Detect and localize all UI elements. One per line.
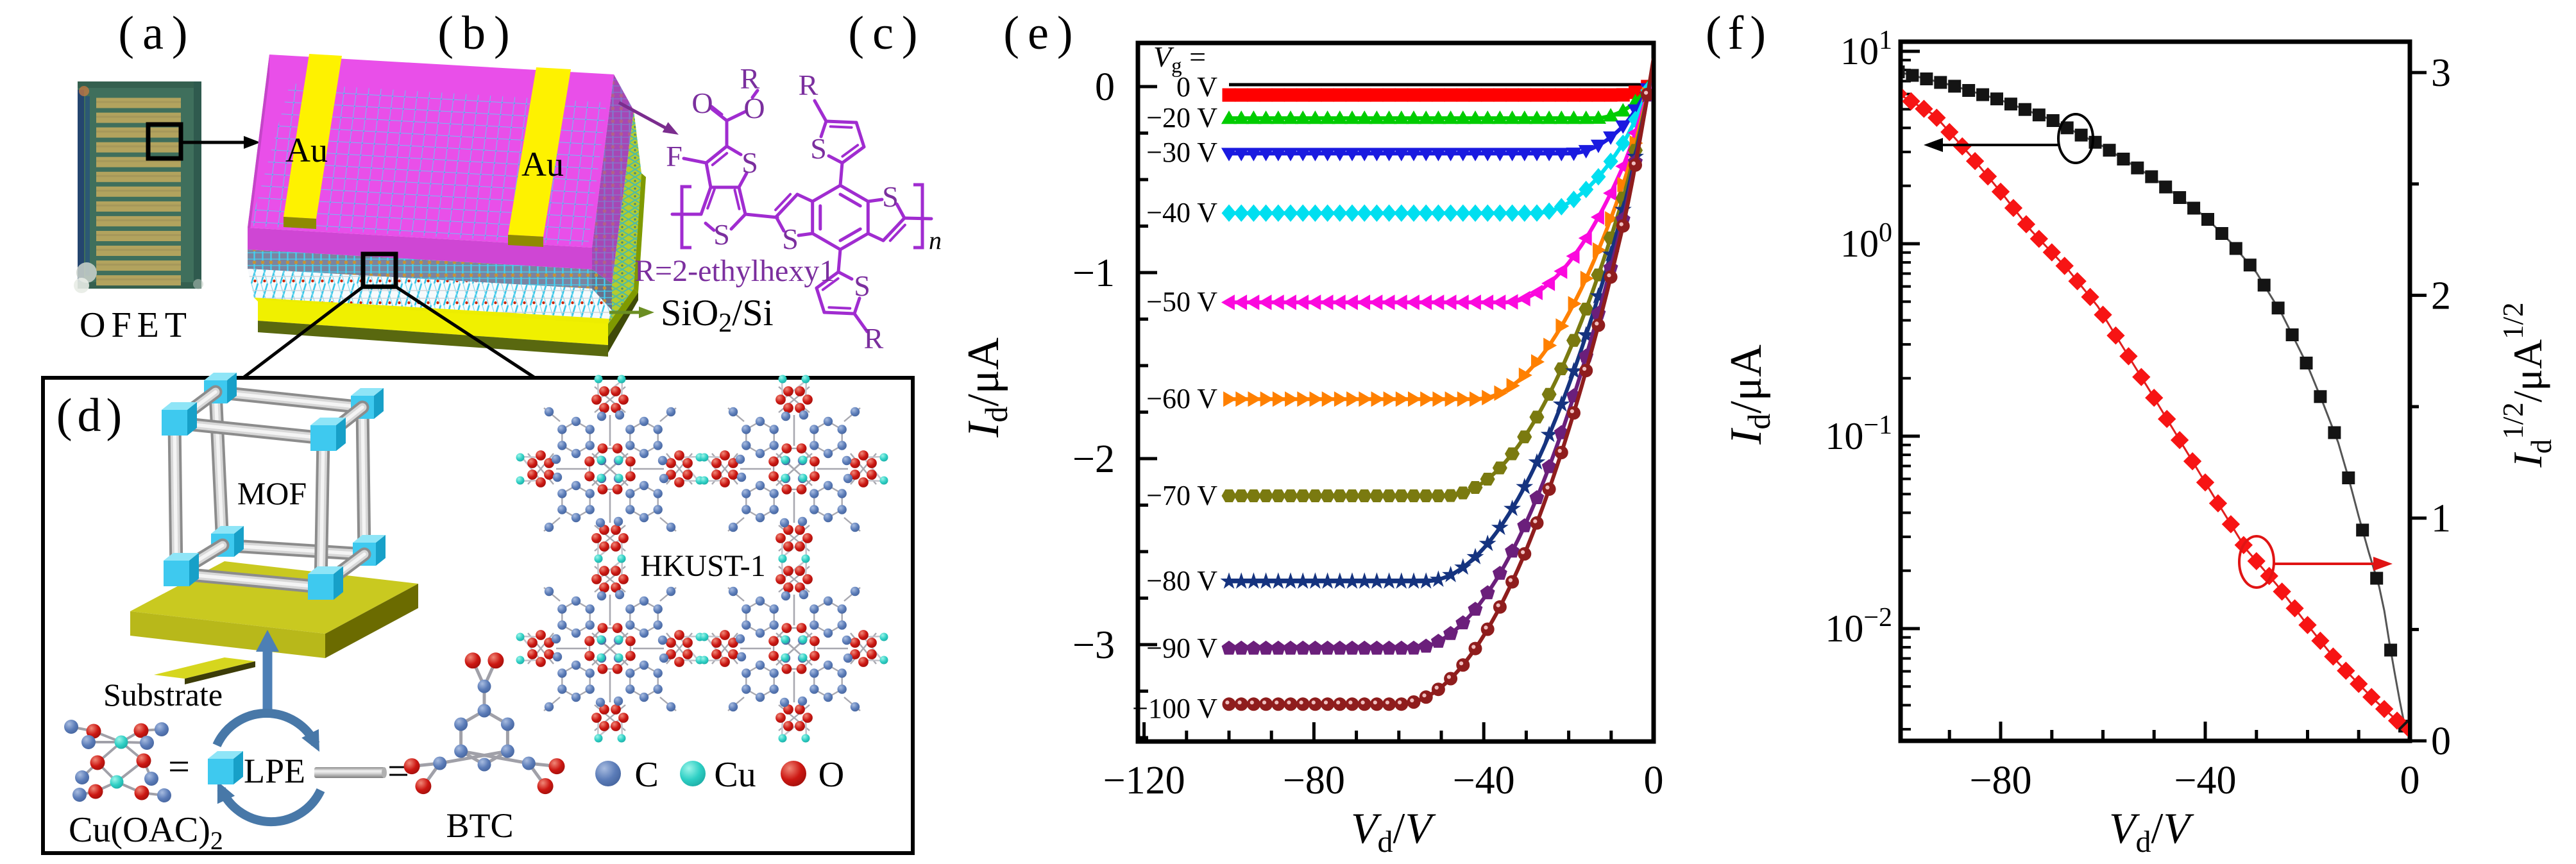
svg-text:−20 V: −20 V: [1146, 102, 1217, 133]
svg-text:OFET: OFET: [80, 305, 192, 345]
svg-text:(d): (d): [56, 389, 127, 442]
svg-text:−80: −80: [1970, 759, 2032, 802]
svg-text:S: S: [741, 146, 758, 179]
svg-text:R=2-ethylhexy1: R=2-ethylhexy1: [634, 254, 835, 288]
svg-text:MOF: MOF: [237, 475, 307, 511]
svg-text:0: 0: [1095, 65, 1115, 109]
svg-text:Id/μA: Id/μA: [959, 337, 1014, 438]
svg-text:−50 V: −50 V: [1146, 286, 1217, 318]
svg-text:(e): (e): [1003, 7, 1081, 60]
svg-text:S: S: [854, 269, 870, 302]
svg-text:−80 V: −80 V: [1146, 565, 1217, 597]
svg-text:101: 101: [1840, 26, 1892, 72]
svg-text:n: n: [929, 226, 942, 255]
svg-text:Vd/V: Vd/V: [1351, 804, 1436, 859]
svg-text:10−2: 10−2: [1825, 603, 1892, 650]
svg-text:S: S: [810, 132, 827, 165]
svg-text:−60 V: −60 V: [1146, 383, 1217, 414]
svg-text:−40: −40: [1453, 759, 1515, 802]
svg-text:Substrate: Substrate: [103, 677, 223, 713]
svg-text:−30 V: −30 V: [1146, 137, 1217, 168]
svg-text:2: 2: [2431, 274, 2451, 318]
svg-text:(a): (a): [118, 7, 196, 60]
svg-text:S: S: [782, 223, 799, 255]
svg-text:Cu: Cu: [714, 755, 756, 795]
svg-text:S: S: [713, 218, 730, 251]
svg-text:−2: −2: [1072, 437, 1115, 481]
svg-text:−80: −80: [1283, 759, 1345, 802]
svg-text:C: C: [634, 755, 658, 795]
svg-text:HKUST-1: HKUST-1: [640, 549, 766, 583]
svg-text:Id/μA: Id/μA: [1722, 344, 1777, 445]
svg-text:−100 V: −100 V: [1132, 693, 1217, 724]
svg-text:BTC: BTC: [446, 806, 513, 845]
svg-text:−40 V: −40 V: [1146, 197, 1217, 228]
svg-text:R: R: [864, 322, 884, 355]
svg-text:(b): (b): [437, 7, 518, 60]
svg-text:R: R: [740, 62, 760, 95]
svg-text:LPE: LPE: [244, 752, 305, 790]
svg-text:0 V: 0 V: [1176, 71, 1217, 103]
svg-text:100: 100: [1840, 218, 1892, 265]
svg-text:Vd/V: Vd/V: [2109, 804, 2194, 859]
svg-text:−120: −120: [1103, 759, 1185, 802]
svg-text:O: O: [691, 87, 713, 119]
svg-text:O: O: [818, 755, 844, 795]
svg-text:0: 0: [1644, 759, 1664, 802]
svg-text:(f): (f): [1706, 7, 1772, 60]
svg-text:1: 1: [2431, 497, 2451, 541]
svg-text:Id1/2/μA1/2: Id1/2/μA1/2: [2497, 302, 2557, 468]
svg-text:Cu(OAC)2: Cu(OAC)2: [69, 810, 223, 855]
svg-text:−3: −3: [1072, 623, 1115, 667]
svg-text:R: R: [799, 69, 818, 101]
svg-text:−1: −1: [1072, 251, 1115, 295]
svg-text:SiO2/Si: SiO2/Si: [661, 292, 774, 338]
svg-text:0: 0: [2400, 759, 2420, 802]
svg-text:−70 V: −70 V: [1146, 480, 1217, 511]
svg-text:Au: Au: [285, 131, 328, 169]
svg-text:Vg =: Vg =: [1153, 40, 1206, 78]
svg-text:S: S: [882, 180, 899, 213]
svg-text:Au: Au: [521, 145, 564, 183]
svg-text:(c): (c): [848, 7, 926, 60]
svg-text:0: 0: [2431, 720, 2451, 763]
svg-text:F: F: [666, 140, 682, 173]
svg-text:−40: −40: [2174, 759, 2237, 802]
svg-text:−90 V: −90 V: [1146, 632, 1217, 664]
svg-text:=: =: [168, 745, 190, 788]
svg-text:3: 3: [2431, 51, 2451, 95]
